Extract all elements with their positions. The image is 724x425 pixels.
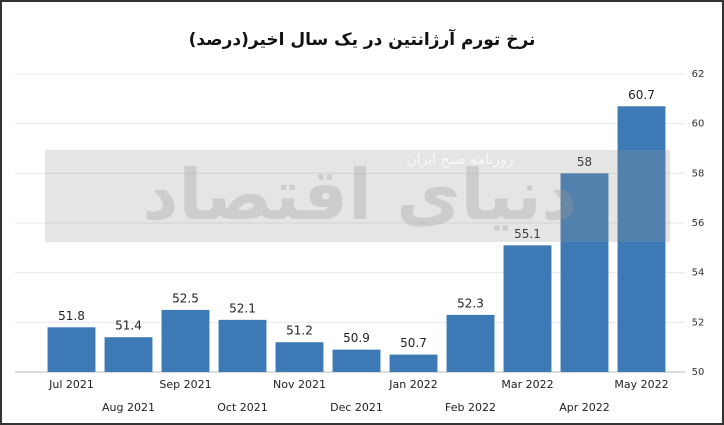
- value-label: 52.3: [457, 296, 484, 310]
- x-tick-label: Dec 2021: [330, 401, 383, 414]
- value-label: 51.2: [286, 324, 313, 338]
- bar: [161, 309, 210, 372]
- bar: [389, 354, 438, 372]
- y-tick-label: 58: [692, 168, 705, 179]
- bar: [104, 337, 153, 372]
- value-label: 58: [577, 155, 592, 169]
- y-tick-label: 54: [692, 268, 705, 279]
- bar: [617, 106, 666, 373]
- x-tick-label: May 2022: [614, 378, 668, 391]
- y-tick-label: 62: [692, 69, 705, 80]
- x-tick-label: Oct 2021: [217, 401, 268, 414]
- x-tick-label: Feb 2022: [445, 401, 496, 414]
- value-label: 51.4: [115, 319, 142, 333]
- y-tick-label: 60: [692, 119, 705, 130]
- y-tick-label: 52: [692, 317, 705, 328]
- x-tick-label: Jul 2021: [48, 378, 94, 391]
- x-tick-label: Jan 2022: [388, 378, 437, 391]
- value-label: 50.7: [400, 336, 427, 350]
- value-label: 50.9: [343, 331, 370, 345]
- watermark: دنیای اقتصاد: [142, 154, 577, 236]
- value-label: 52.1: [229, 301, 256, 315]
- x-tick-label: Sep 2021: [159, 378, 211, 391]
- value-label: 52.5: [172, 291, 199, 305]
- x-tick-label: Aug 2021: [102, 401, 155, 414]
- x-tick-label: Nov 2021: [273, 378, 326, 391]
- bar: [218, 319, 267, 372]
- bar: [560, 173, 609, 372]
- y-tick-label: 50: [692, 367, 705, 378]
- value-label: 60.7: [628, 88, 655, 102]
- watermark-band: [45, 150, 670, 242]
- bar: [332, 349, 381, 372]
- bar: [47, 327, 96, 372]
- bar: [275, 342, 324, 372]
- y-tick-label: 56: [692, 218, 705, 229]
- bar: [503, 245, 552, 372]
- x-tick-label: Mar 2022: [501, 378, 553, 391]
- value-label: 55.1: [514, 227, 541, 241]
- bar: [446, 314, 495, 372]
- chart-title: نرخ تورم آرژانتین در یک سال اخیر(درصد): [189, 28, 536, 50]
- watermark-subtitle: روزنامه صبح ایران: [406, 152, 513, 168]
- value-label: 51.8: [58, 309, 85, 323]
- x-tick-label: Apr 2022: [559, 401, 610, 414]
